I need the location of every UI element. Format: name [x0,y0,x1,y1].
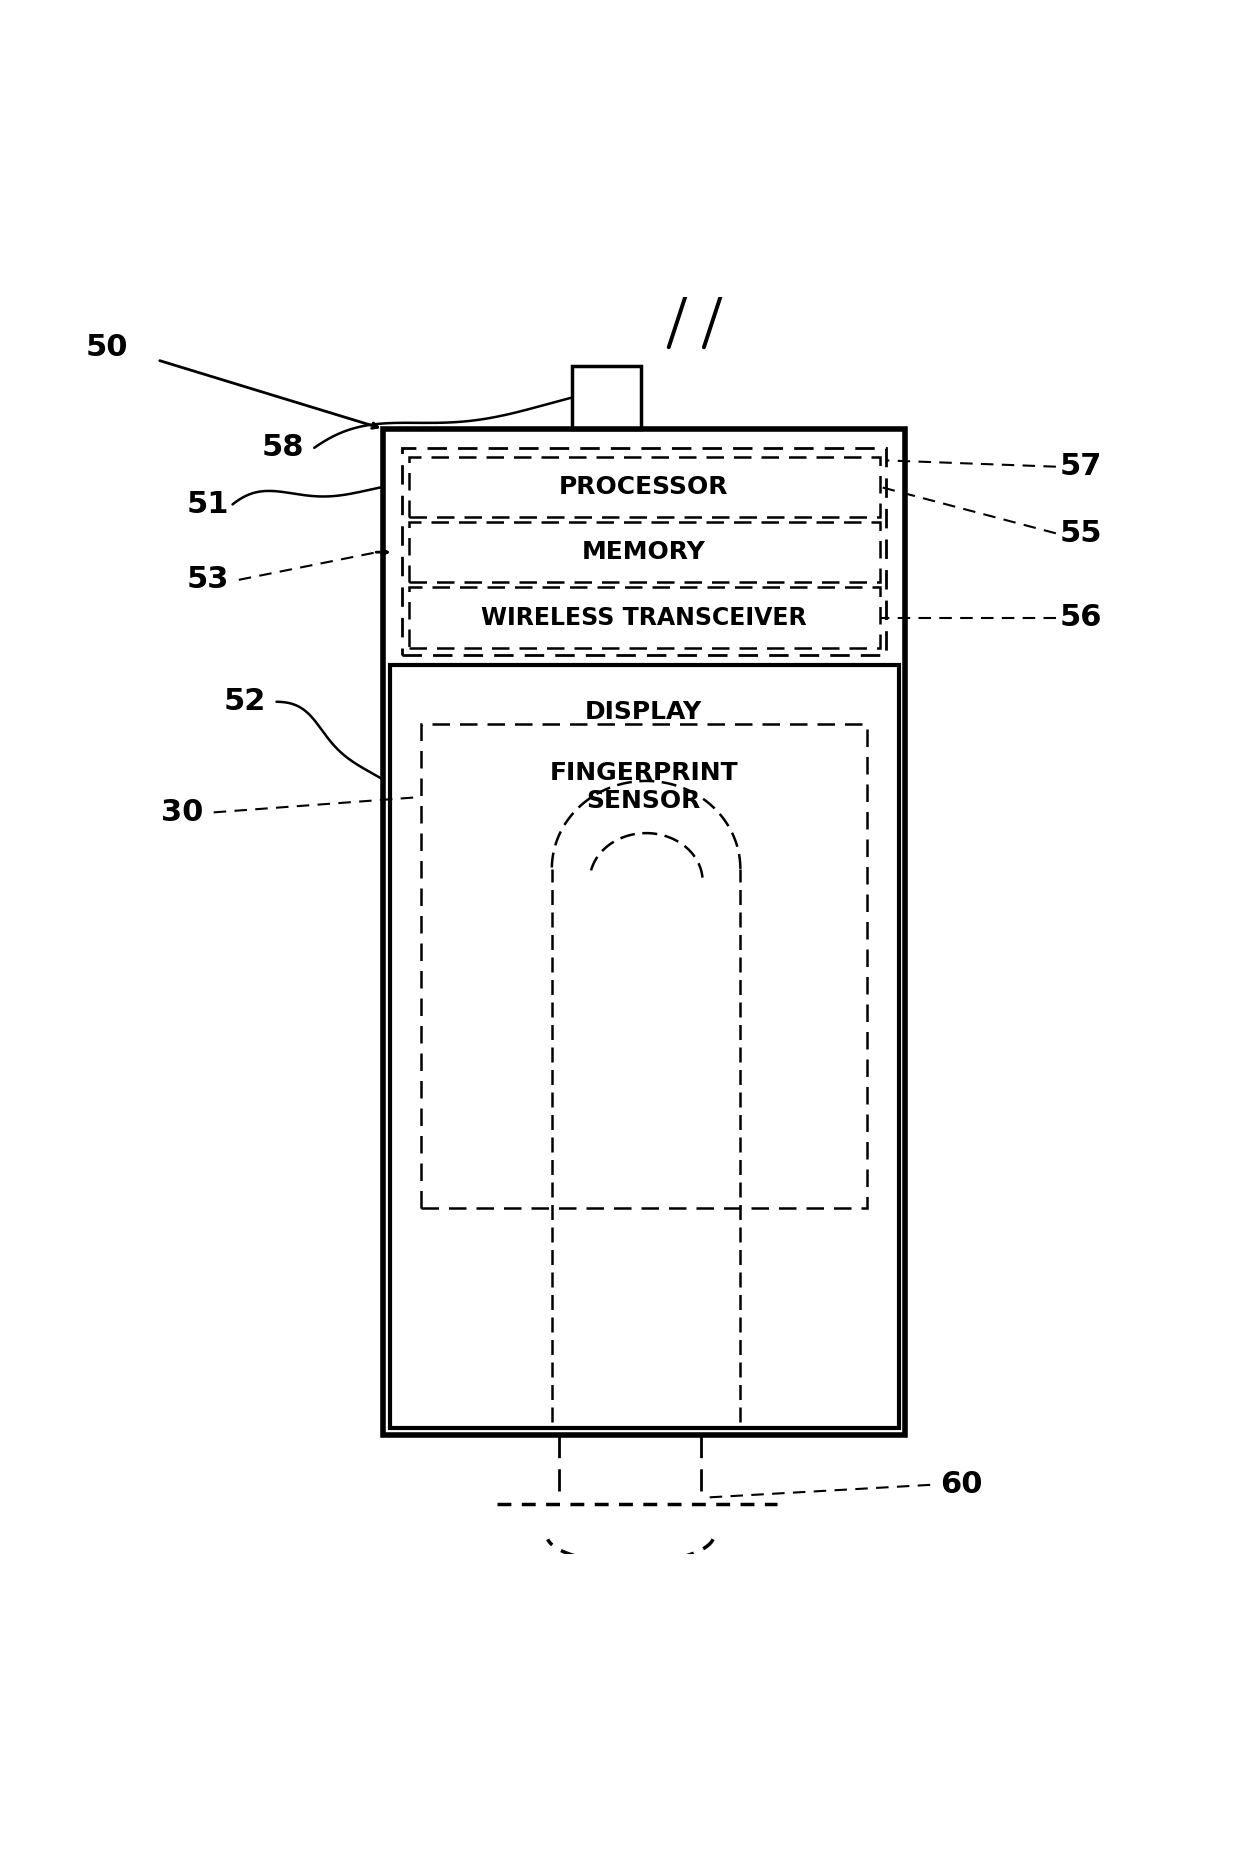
Text: PROCESSOR: PROCESSOR [559,476,728,498]
Text: 56: 56 [1060,603,1102,631]
Text: 30: 30 [161,798,204,827]
Text: 58: 58 [261,433,304,463]
Text: 50: 50 [85,333,128,361]
Text: 55: 55 [1060,518,1102,548]
Text: 52: 52 [224,687,266,716]
Bar [409,457,880,516]
Text: DISPLAY: DISPLAY [585,700,703,724]
Text: WIRELESS TRANSCEIVER: WIRELESS TRANSCEIVER [480,605,807,629]
Bar [402,448,886,655]
Bar [390,665,899,1429]
Bar [409,522,880,583]
Text: 57: 57 [1060,452,1102,481]
Bar [572,366,641,429]
Text: MEMORY: MEMORY [582,540,705,565]
Text: 51: 51 [186,491,229,518]
Text: FINGERPRINT
SENSOR: FINGERPRINT SENSOR [549,761,738,813]
Text: 60: 60 [940,1470,983,1499]
Bar [383,429,905,1435]
Bar [421,724,867,1209]
Bar [409,587,880,648]
Text: 53: 53 [186,565,229,594]
